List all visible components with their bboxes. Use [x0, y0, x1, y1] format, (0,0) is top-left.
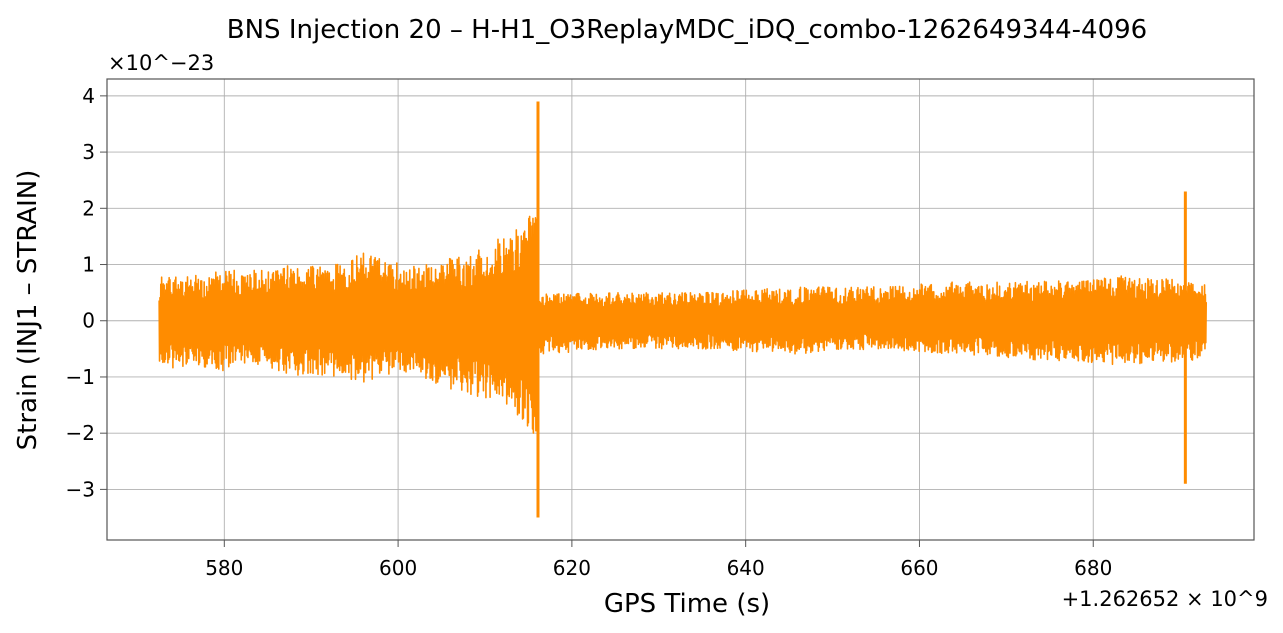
y-axis-label: Strain (INJ1 – STRAIN)	[13, 170, 43, 451]
y-tick-label: 3	[82, 140, 95, 164]
y-tick-label: −3	[66, 477, 95, 501]
x-tick-label: 640	[727, 556, 765, 580]
x-tick-label: 620	[553, 556, 591, 580]
chart-title: BNS Injection 20 – H-H1_O3ReplayMDC_iDQ_…	[227, 15, 1147, 45]
x-offset-label: +1.262652 × 10^9	[1062, 587, 1268, 611]
x-tick-label: 660	[900, 556, 938, 580]
y-tick-label: 2	[82, 196, 95, 220]
y-tick-label: −2	[66, 421, 95, 445]
y-tick-label: 4	[82, 84, 95, 108]
x-tick-label: 580	[205, 556, 243, 580]
y-scale-label: ×10^−23	[108, 51, 214, 75]
plot-frame	[106, 78, 1255, 541]
y-tick-label: −1	[66, 365, 95, 389]
x-axis-label: GPS Time (s)	[604, 589, 770, 619]
y-ticks: −3 −2 −1 0 1 2 3 4	[66, 84, 107, 501]
y-tick-label: 1	[82, 253, 95, 277]
x-ticks: 580 600 620 640 660 680	[205, 540, 1112, 580]
x-tick-label: 600	[379, 556, 417, 580]
series-strain	[158, 101, 1208, 518]
series-line	[158, 215, 1208, 434]
y-tick-label: 0	[82, 309, 95, 333]
x-tick-label: 680	[1074, 556, 1112, 580]
